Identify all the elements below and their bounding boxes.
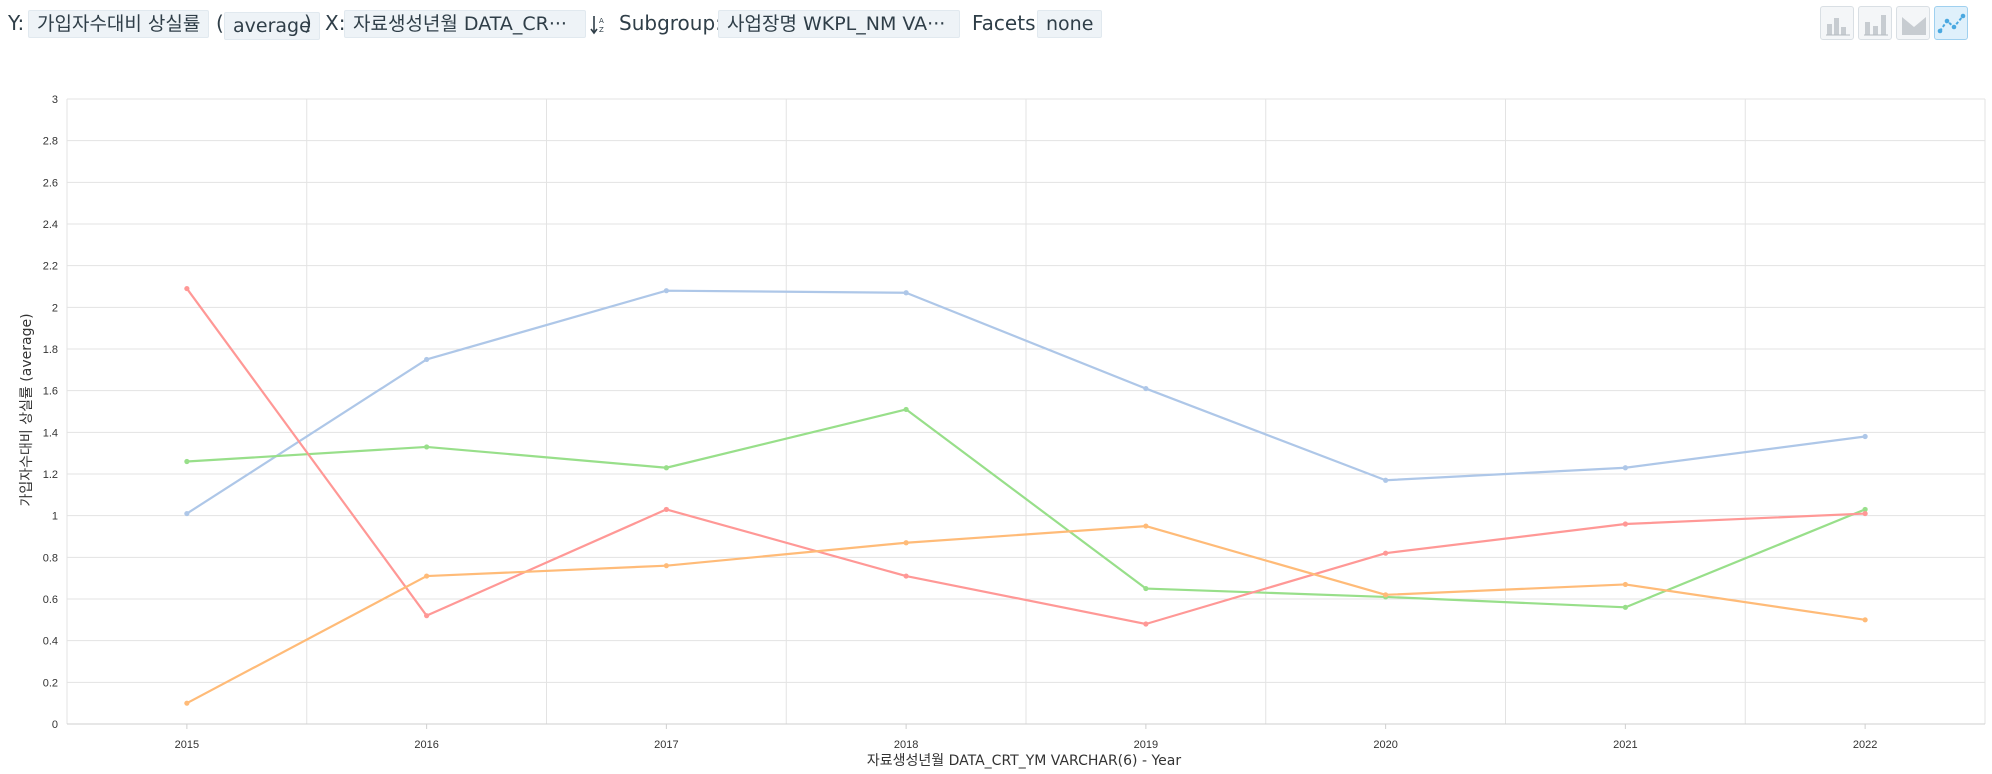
data-point[interactable]	[663, 563, 669, 569]
chart-toolbar: Y: 가입자수대비 상실률 ( average ) X: 자료생성년월 DATA…	[0, 0, 1992, 50]
svg-text:Z: Z	[599, 26, 604, 34]
series-4	[184, 523, 1868, 706]
y-tick-label: 0.8	[43, 552, 58, 564]
y-axis-title: 가입자수대비 상실률 (average)	[19, 313, 35, 506]
data-point[interactable]	[903, 290, 909, 296]
y-tick-label: 1.2	[43, 469, 58, 481]
data-point[interactable]	[1622, 581, 1628, 588]
data-point[interactable]	[1862, 433, 1868, 440]
y-tick-label: 0	[52, 719, 58, 731]
y-aggregation-selector[interactable]: average	[224, 12, 320, 40]
bar-chart-button[interactable]	[1820, 6, 1854, 40]
data-point[interactable]	[1622, 465, 1628, 471]
x-tick-label: 2020	[1373, 739, 1397, 751]
y-tick-label: 2.6	[43, 177, 58, 189]
y-tick-label: 0.2	[43, 677, 58, 689]
series-2	[184, 406, 1868, 610]
stacked-bar-chart-icon	[1864, 15, 1888, 36]
y-tick-label: 0.4	[43, 636, 58, 648]
axes: 0 0.2 0.4 0.6 0.8 1 1.2 1.4 1.6 1.8 2 2.2 2.4 2.6 2.8 3…	[43, 94, 1985, 751]
data-point[interactable]	[1862, 510, 1868, 517]
series-line	[186, 524, 1866, 705]
y-tick-label: 1	[52, 511, 58, 523]
paren-open: (	[216, 11, 224, 35]
data-point[interactable]	[903, 573, 909, 579]
data-point[interactable]	[424, 573, 430, 579]
data-point[interactable]	[184, 285, 190, 292]
x-tick-label: 2015	[175, 739, 199, 751]
grid-lines	[66, 98, 1986, 725]
y-tick-label: 0.6	[43, 594, 58, 606]
data-point[interactable]	[1622, 521, 1628, 527]
area-chart-icon	[1902, 17, 1926, 35]
line-chart-icon	[1937, 13, 1966, 34]
y-tick-label: 3	[52, 94, 58, 106]
bar-chart-icon	[1826, 18, 1850, 36]
data-point[interactable]	[1862, 506, 1868, 513]
area-chart-button[interactable]	[1896, 6, 1930, 40]
sort-alpha-icon[interactable]: A Z	[590, 13, 606, 35]
data-point[interactable]	[1622, 604, 1628, 610]
y-tick-label: 1.6	[43, 386, 58, 398]
x-axis-label: X:	[325, 11, 346, 35]
data-point[interactable]	[1383, 592, 1389, 598]
y-tick-label: 1.4	[43, 427, 58, 439]
x-tick-label: 2018	[894, 739, 918, 751]
line-chart-button[interactable]	[1934, 6, 1968, 40]
data-point[interactable]	[663, 506, 669, 513]
facets-label: Facets:	[972, 11, 1043, 35]
data-point[interactable]	[1143, 585, 1149, 592]
x-field-selector[interactable]: 자료생성년월 DATA_CR···	[344, 10, 586, 38]
series-1	[184, 288, 1868, 517]
data-point[interactable]	[1862, 617, 1868, 623]
y-tick-label: 1.8	[43, 344, 58, 356]
y-axis-label: Y:	[8, 11, 25, 35]
data-point[interactable]	[424, 444, 430, 450]
data-point[interactable]	[1383, 550, 1389, 556]
subgroup-label: Subgroup:	[619, 11, 722, 35]
y-tick-label: 2	[52, 302, 58, 314]
data-point[interactable]	[903, 406, 909, 413]
facets-selector[interactable]: none	[1037, 10, 1103, 38]
data-point[interactable]	[184, 510, 190, 517]
series-line	[186, 289, 1866, 515]
x-tick-label: 2016	[414, 739, 438, 751]
data-point[interactable]	[1143, 385, 1149, 392]
data-point[interactable]	[1143, 621, 1149, 627]
series-3	[184, 285, 1868, 627]
stacked-bar-chart-button[interactable]	[1858, 6, 1892, 40]
data-point[interactable]	[184, 700, 190, 706]
x-tick-label: 2021	[1613, 739, 1637, 751]
y-tick-label: 2.2	[43, 261, 58, 273]
x-axis-title: 자료생성년월 DATA_CRT_YM VARCHAR(6) - Year	[867, 753, 1181, 769]
subgroup-field-selector[interactable]: 사업장명 WKPL_NM VA···	[718, 10, 960, 38]
data-point[interactable]	[184, 458, 190, 465]
x-tick-label: 2022	[1853, 739, 1877, 751]
svg-text:A: A	[599, 17, 604, 25]
series-line	[186, 408, 1866, 609]
series-lines	[184, 285, 1868, 706]
data-point[interactable]	[1143, 523, 1149, 529]
y-field-selector[interactable]: 가입자수대비 상실률	[28, 10, 210, 38]
data-point[interactable]	[424, 613, 430, 619]
paren-close: )	[304, 11, 312, 35]
data-point[interactable]	[903, 540, 909, 546]
y-tick-label: 2.8	[43, 136, 58, 148]
x-tick-label: 2017	[654, 739, 678, 751]
data-point[interactable]	[663, 288, 669, 294]
data-point[interactable]	[1383, 477, 1389, 483]
y-tick-label: 2.4	[43, 219, 58, 231]
x-tick-label: 2019	[1134, 739, 1158, 751]
series-line	[185, 287, 1866, 626]
data-point[interactable]	[424, 356, 430, 363]
data-point[interactable]	[663, 465, 669, 471]
